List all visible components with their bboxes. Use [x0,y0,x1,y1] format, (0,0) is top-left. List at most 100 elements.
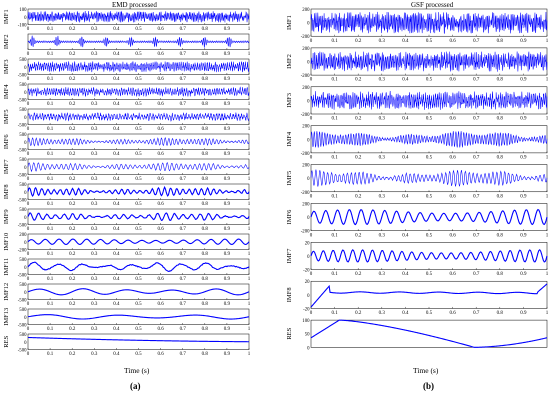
xtick-label: 0.1 [47,327,54,332]
ytick-label: -500 [18,224,27,229]
ylabel-imf4: IMF4 [286,131,293,147]
ytick-label: -500 [18,299,27,304]
xtick-label: 0.8 [202,352,209,357]
xtick-label: 0 [27,302,30,307]
series-line-imf9 [27,212,250,221]
xtick-label: 0.2 [355,117,362,122]
xtick-label: 0.1 [47,77,54,82]
xtick-label: 0.6 [449,39,456,44]
ytick-label: 500 [19,158,27,163]
ytick-label: 200 [302,125,310,130]
xtick-label: 0.9 [224,127,231,132]
series-line-imf2 [310,51,548,72]
series-line-imf6 [310,208,548,226]
ytick-label: 500 [19,208,27,213]
series-line-imf4 [310,131,548,148]
xtick-label: 0.9 [520,233,527,238]
xtick-label: 0 [310,117,313,122]
panel-b-title: GSF processed [411,1,454,9]
xtick-label: 0 [27,352,30,357]
ytick-label: -500 [18,124,27,129]
series-line-imf10 [27,238,250,246]
xtick-label: 0.6 [157,302,164,307]
xtick-label: 0.8 [497,233,504,238]
ytick-label: 0 [24,91,27,96]
xtick-label: 0.5 [426,194,433,199]
xtick-label: 0.5 [135,352,142,357]
xtick-label: 0.8 [202,227,209,232]
xtick-label: 1 [248,352,251,357]
xtick-label: 0.7 [180,277,187,282]
xtick-label: 0.5 [135,277,142,282]
xtick-label: 0 [310,39,313,44]
xtick-label: 1 [248,302,251,307]
ytick-label: 0 [307,99,310,104]
xtick-label: 0.7 [473,233,480,238]
xtick-label: 0.4 [113,227,120,232]
xtick-label: 0.3 [379,272,386,277]
xtick-label: 0.5 [426,155,433,160]
xtick-label: 0.9 [224,302,231,307]
xtick-label: 0.6 [157,102,164,107]
xtick-label: 0.7 [473,39,480,44]
series-line-imf8 [310,283,548,308]
xtick-label: 1 [546,117,549,122]
ytick-label: 0 [307,294,310,299]
xtick-label: 0.2 [355,311,362,316]
series-line-imf1 [310,11,548,34]
xtick-label: 0.2 [69,202,76,207]
xtick-label: 0.2 [69,77,76,82]
xtick-label: 0.9 [224,102,231,107]
xtick-label: 0.6 [449,78,456,83]
xtick-label: 0.8 [202,152,209,157]
series-line-imf4 [27,86,250,98]
xtick-label: 0 [27,52,30,57]
ytick-label: 0 [24,166,27,171]
xtick-label: 0.7 [180,77,187,82]
ytick-label: 500 [19,108,27,113]
xtick-label: 0.2 [355,272,362,277]
xtick-label: 0.9 [224,177,231,182]
ylabel-imf1: IMF1 [3,9,10,24]
series-line-imf8 [27,185,250,197]
series-line-imf1 [27,10,250,23]
xtick-label: 0.2 [69,302,76,307]
xtick-label: 0.8 [497,272,504,277]
xtick-label: 0.1 [331,117,338,122]
xtick-label: 0.1 [47,52,54,57]
ytick-label: 500 [19,308,27,313]
xtick-label: 0.7 [180,102,187,107]
xtick-label: 0.1 [47,27,54,32]
xtick-label: 0 [310,155,313,160]
ytick-label: 20 [305,241,310,246]
xtick-label: 0 [310,311,313,316]
xtick-label: 0.2 [355,233,362,238]
xtick-label: 0.2 [69,27,76,32]
xtick-label: 1 [248,227,251,232]
series-line-res [310,319,548,348]
xtick-label: 0.6 [449,233,456,238]
xtick-label: 0.7 [473,78,480,83]
ytick-label: -200 [301,35,310,40]
xtick-label: 0.3 [379,194,386,199]
xtick-label: 0.3 [91,277,98,282]
xtick-label: 0.4 [113,52,120,57]
xtick-label: 0.2 [69,177,76,182]
xtick-label: 0.2 [69,102,76,107]
xtick-label: 0.7 [180,352,187,357]
xtick-label: 0.3 [379,39,386,44]
xtick-label: 0.2 [355,155,362,160]
xtick-label: 1 [248,77,251,82]
xtick-label: 0.9 [520,78,527,83]
xtick-label: 0.6 [449,272,456,277]
xtick-label: 0 [310,233,313,238]
xtick-label: 0.1 [47,352,54,357]
xtick-label: 0.5 [135,227,142,232]
ytick-label: 50 [305,333,310,338]
panel-a-xlabel: Time (s) [124,366,150,375]
